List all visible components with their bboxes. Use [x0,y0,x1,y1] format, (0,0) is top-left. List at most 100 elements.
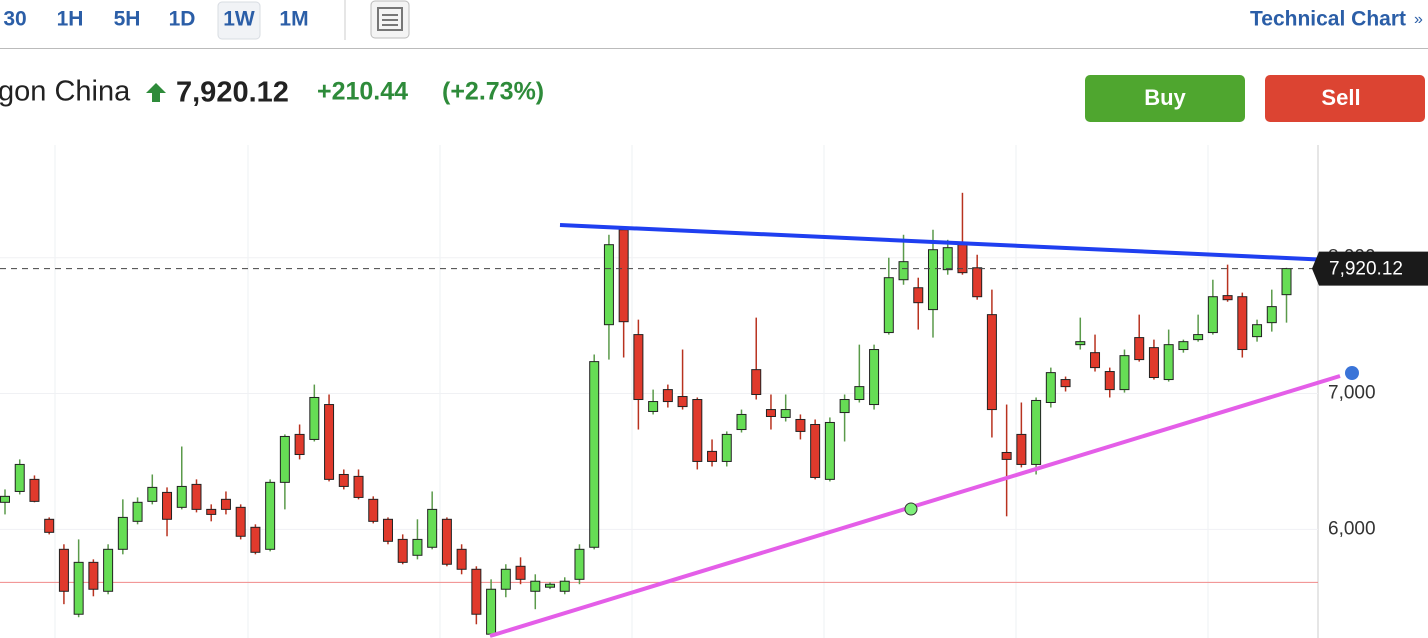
timeframe[interactable]: 5H [114,8,141,31]
candle-body [1252,324,1263,338]
candle-body [1281,268,1292,296]
candle-body [294,433,305,456]
candle-body [574,548,585,580]
candle-body [1090,352,1101,369]
candle-body [972,267,983,298]
candle-body [265,481,276,550]
candle-body [1060,379,1071,388]
price-tag-bg [1312,251,1428,286]
candle-body [132,501,143,522]
candle-body [500,568,511,590]
sell-label[interactable]: Sell [1321,85,1360,110]
candle-body [338,473,349,487]
candle-body [88,561,99,590]
timeframe[interactable]: 1M [279,8,308,31]
timeframe[interactable]: 30 [3,8,26,31]
candle-body [309,396,320,440]
candle-body [1001,451,1012,460]
candle-body [220,498,231,510]
instrument-name: gon China [0,76,131,108]
candle-body [456,548,467,570]
buy-button-bg [1085,75,1245,122]
candle-body [1222,295,1233,301]
candle-body [795,418,806,432]
candle-body [883,277,894,334]
candle-body [382,518,393,542]
up-arrow [146,83,166,102]
candle-body [736,413,747,431]
candle-body [648,401,659,412]
candle-body [854,386,865,401]
candle-body [471,568,482,615]
candle-body [324,404,335,480]
link-arrow[interactable]: » [1414,11,1423,28]
timeframe[interactable]: 1H [57,8,84,31]
candle-body [1237,296,1248,351]
trendline-handle[interactable] [904,502,918,516]
candle-body [353,475,364,498]
candle-body [751,369,762,395]
candle-body [589,361,600,548]
candle-body [162,491,173,520]
candle-body [1016,433,1027,465]
candle-body [839,399,850,414]
sell-button-bg [1265,75,1425,122]
candle-body [427,508,438,548]
candle-body [824,421,835,480]
timeframe[interactable]: 1W [223,8,255,31]
buy-button[interactable]: Buy [1085,75,1245,122]
candle-body [14,463,25,492]
candle-body [765,409,776,417]
candle-body [191,483,202,510]
price: 7,920.12 [176,77,289,109]
candle-body [1178,341,1189,351]
candle-body [250,526,261,553]
candle-body [486,588,497,635]
candle-body [898,261,909,281]
candle-body [1104,371,1115,391]
candle-body [441,518,452,565]
y-tick-label: 6,000 [1328,518,1376,539]
toolbar: Technical Chart » 30 1H 5H 1D 1W 1M [0,0,1428,49]
candle-body [1119,355,1130,391]
sell-button[interactable]: Sell [1265,75,1425,122]
layout-icon[interactable] [370,0,410,39]
candle-body [1031,399,1042,465]
candle-body [1148,347,1159,379]
y-tick-label: 7,000 [1328,383,1376,404]
candle-body [618,229,629,323]
active-timeframe-box [217,1,261,40]
candle-body [986,314,997,411]
timeframe[interactable]: 1D [169,8,196,31]
candle-body [235,506,246,537]
trendline-handle[interactable] [1345,366,1359,380]
candle-body [44,518,55,533]
candle-body [515,565,526,580]
candle-body [176,485,187,508]
vertical-grid [54,145,1209,638]
candle-body [942,247,953,271]
candle-body [707,450,718,462]
technical-chart-link[interactable]: Technical Chart [1250,8,1406,31]
candle-body [1163,344,1174,381]
candle-body [1045,372,1056,404]
candle-body [58,548,69,592]
candle-body [545,583,556,588]
candle-body [368,498,379,522]
candle-body [29,478,40,502]
buy-label[interactable]: Buy [1144,85,1186,110]
candle-body [927,249,938,311]
candle-body [603,244,614,326]
candle-body [913,287,924,304]
price-tag: 7,920.12 [1312,251,1428,286]
candle-body [559,580,570,592]
candle-body [633,334,644,401]
candle-body [1266,306,1277,324]
candle-body [147,486,158,502]
candle-body [721,433,732,462]
resistance-trendline[interactable] [559,223,1331,262]
change: +210.44 [317,78,408,106]
candle-body [1193,334,1204,341]
